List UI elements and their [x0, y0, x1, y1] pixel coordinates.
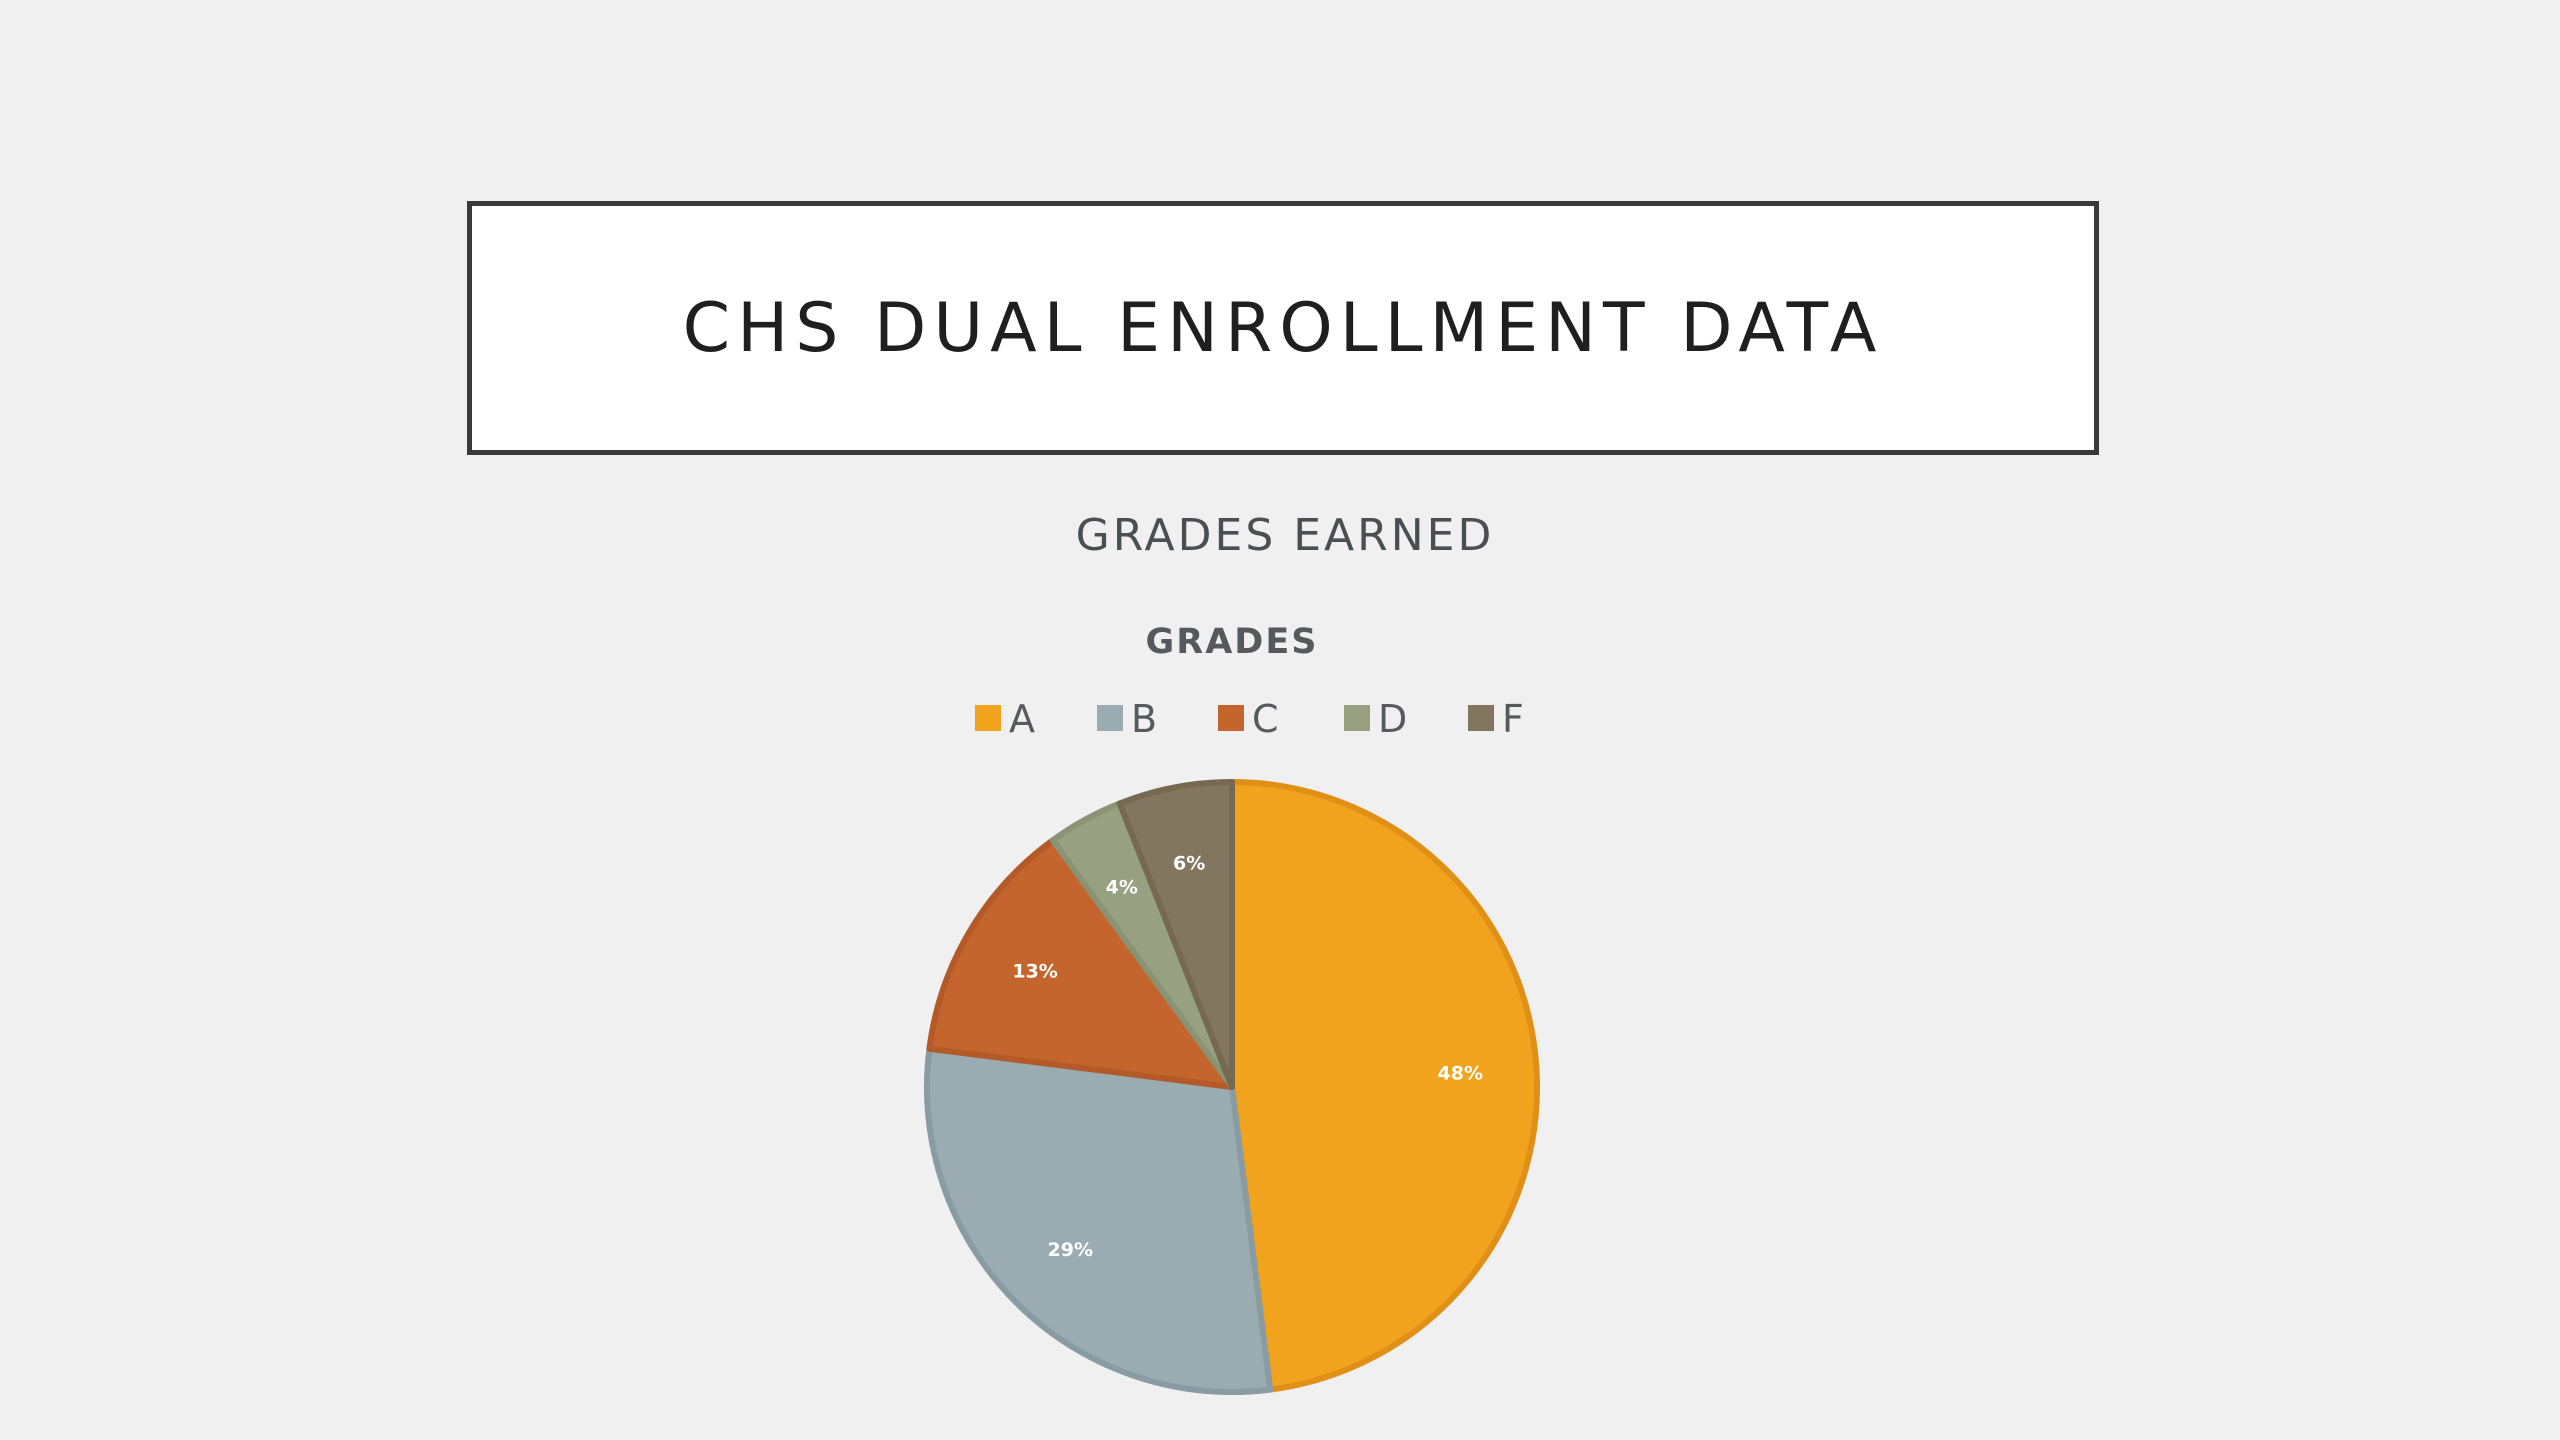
- title-box: CHS DUAL ENROLLMENT DATA: [467, 201, 2099, 455]
- legend-item-b: B: [1097, 697, 1157, 741]
- legend-label-f: F: [1502, 697, 1524, 741]
- data-label-f: 6%: [1173, 852, 1205, 874]
- legend-label-c: C: [1252, 697, 1279, 741]
- chart-title: GRADES: [1146, 622, 1319, 662]
- pie-slices: [924, 779, 1540, 1395]
- data-label-c: 13%: [1012, 961, 1057, 983]
- pie-slice-f: [1116, 779, 1235, 1090]
- legend-item-a: A: [975, 697, 1035, 741]
- slide-title: CHS DUAL ENROLLMENT DATA: [682, 288, 1884, 368]
- pie-slice-b: [924, 1045, 1274, 1395]
- legend-swatch-d: [1344, 705, 1370, 731]
- data-label-b: 29%: [1048, 1239, 1093, 1261]
- legend-label-b: B: [1131, 697, 1157, 741]
- legend-swatch-a: [975, 705, 1001, 731]
- slide-subtitle: GRADES EARNED: [1075, 510, 1495, 561]
- pie-data-labels: 48% 29% 13% 4% 6%: [1012, 852, 1483, 1260]
- legend-item-f: F: [1468, 697, 1524, 741]
- data-label-a: 48%: [1438, 1063, 1483, 1085]
- pie-slice-c: [926, 837, 1235, 1090]
- legend-swatch-c: [1218, 705, 1244, 731]
- legend-swatch-f: [1468, 705, 1494, 731]
- legend-item-c: C: [1218, 697, 1279, 741]
- legend-label-a: A: [1009, 697, 1035, 741]
- legend-label-d: D: [1378, 697, 1407, 741]
- data-label-d: 4%: [1106, 877, 1138, 899]
- legend-swatch-b: [1097, 705, 1123, 731]
- legend-item-d: D: [1344, 697, 1407, 741]
- pie-slice-a: [1229, 779, 1540, 1393]
